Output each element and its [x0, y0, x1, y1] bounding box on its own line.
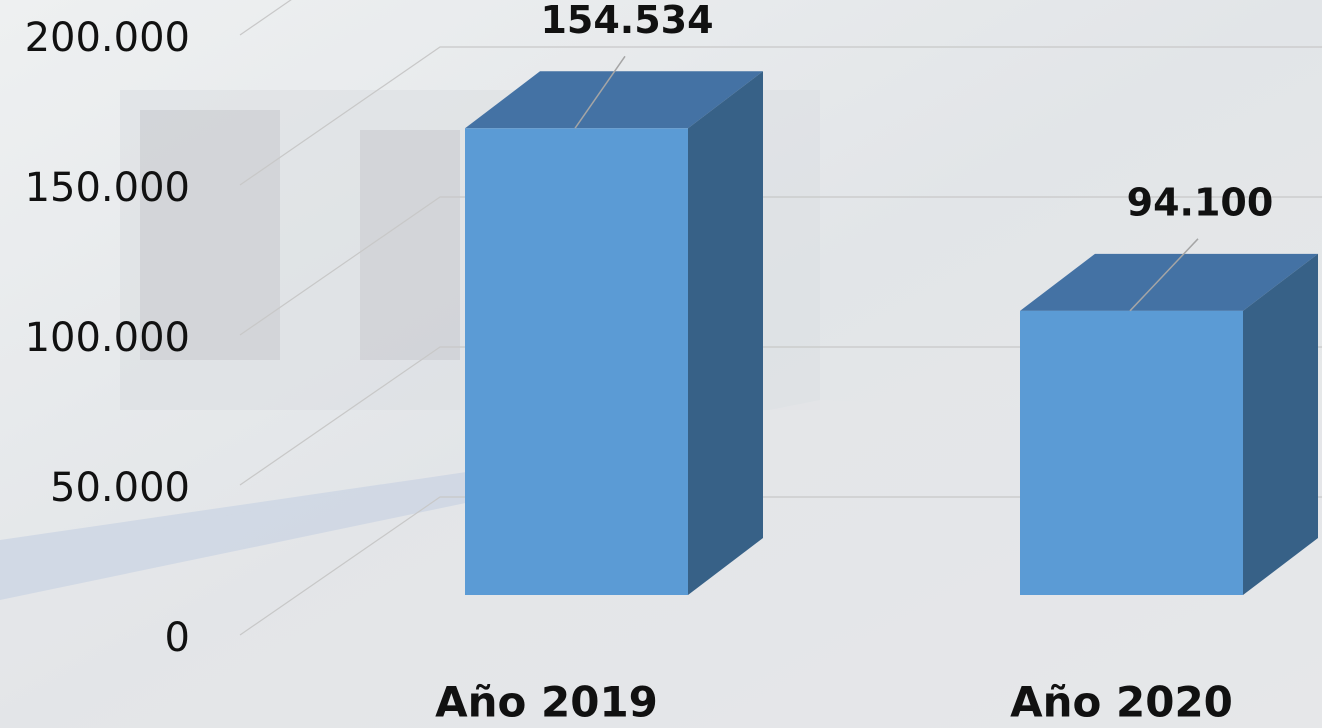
- x-tick-label: Año 2019: [435, 678, 658, 727]
- value-label: 94.100: [1127, 180, 1274, 224]
- bar-side: [688, 71, 763, 595]
- bar: [465, 128, 688, 595]
- page: 0 50.000 100.000 150.000 200.000 154.534 Año 2…: [0, 0, 1322, 728]
- y-tick-label: 0: [165, 615, 190, 661]
- background-window: [360, 130, 460, 360]
- value-label: 154.534: [540, 0, 713, 42]
- bar: [1020, 311, 1243, 595]
- x-tick-label: Año 2020: [1010, 678, 1233, 727]
- y-tick-label: 200.000: [25, 15, 190, 61]
- bar-side: [1243, 254, 1318, 595]
- y-tick-label: 100.000: [25, 315, 190, 361]
- y-tick-label: 150.000: [25, 165, 190, 211]
- chart: 0 50.000 100.000 150.000 200.000 154.534 Año 2…: [0, 0, 1322, 728]
- y-tick-label: 50.000: [50, 465, 190, 511]
